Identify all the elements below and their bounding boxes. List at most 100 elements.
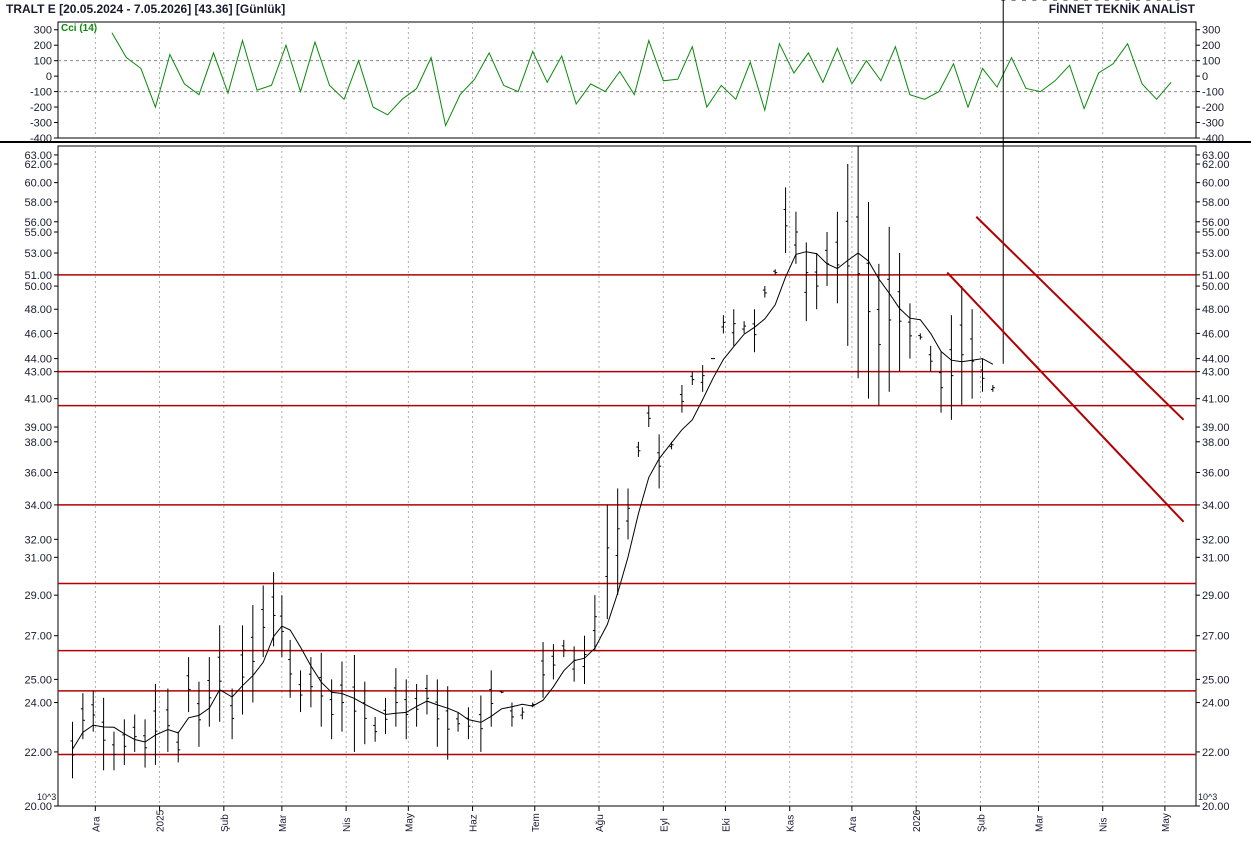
cci-tick-label-right: 300	[1202, 25, 1220, 37]
price-tick-label-right: 20.00	[1202, 801, 1230, 813]
price-tick-label-left: 63.00	[24, 150, 52, 162]
price-tick-label-right: 44.00	[1202, 354, 1230, 366]
cci-tick-label-left: 200	[34, 40, 52, 52]
cci-tick-label-left: -100	[30, 87, 52, 99]
price-tick-label-right: 39.00	[1202, 422, 1230, 434]
price-tick-label-left: 56.00	[24, 217, 52, 229]
exponent-label-left: 10^3	[37, 792, 56, 802]
x-tick-label: Haz	[469, 814, 480, 832]
price-tick-label-right: 31.00	[1202, 552, 1230, 564]
x-tick-label: 2026	[912, 809, 923, 832]
price-tick-label-left: 48.00	[24, 304, 52, 316]
cci-tick-label-left: -200	[30, 102, 52, 114]
price-tick-label-right: 50.00	[1202, 281, 1230, 293]
x-tick-label: Mar	[1034, 814, 1045, 832]
price-tick-label-right: 63.00	[1202, 150, 1230, 162]
chart-title: TRALT E [20.05.2024 - 7.05.2026] [43.36]…	[6, 2, 285, 16]
cci-tick-label-right: -300	[1202, 118, 1224, 130]
price-tick-label-right: 29.00	[1202, 590, 1230, 602]
cci-tick-label-right: 0	[1202, 71, 1208, 83]
price-tick-label-left: 20.00	[24, 801, 52, 813]
x-tick-label: Kas	[786, 815, 797, 832]
price-tick-label-left: 60.00	[24, 178, 52, 190]
price-tick-label-right: 24.00	[1202, 698, 1230, 710]
cci-tick-label-left: 100	[34, 56, 52, 68]
price-frame	[57, 145, 1197, 807]
price-tick-label-right: 38.00	[1202, 437, 1230, 449]
cci-tick-label-left: -400	[30, 133, 52, 145]
price-tick-label-right: 41.00	[1202, 394, 1230, 406]
price-tick-label-left: 62.00	[24, 159, 52, 171]
x-tick-label: Eki	[721, 818, 732, 832]
x-tick-label: May	[1161, 813, 1172, 832]
x-tick-label: Nis	[1099, 818, 1110, 832]
moving-average-line	[72, 251, 994, 750]
price-tick-label-left: 29.00	[24, 590, 52, 602]
price-tick-label-left: 32.00	[24, 534, 52, 546]
price-tick-label-right: 53.00	[1202, 248, 1230, 260]
price-tick-label-left: 44.00	[24, 354, 52, 366]
x-tick-label: Eyl	[659, 818, 670, 832]
x-tick-label: Ara	[91, 816, 102, 832]
price-tick-label-left: 41.00	[24, 394, 52, 406]
exponent-label-right: 10^3	[1198, 792, 1217, 802]
x-tick-label: Ağu	[595, 814, 606, 832]
cci-panel: 300 300 200 200 100 100 0 0 -100 -100 -200 -200 -300…	[30, 21, 1224, 145]
trend-line	[975, 216, 1185, 421]
price-tick-label-right: 46.00	[1202, 328, 1230, 340]
x-tick-label: May	[404, 813, 415, 832]
price-tick-label-left: 34.00	[24, 500, 52, 512]
price-tick-label-right: 34.00	[1202, 500, 1230, 512]
x-tick-label: Ara	[848, 816, 859, 832]
price-tick-label-right: 62.00	[1202, 159, 1230, 171]
price-tick-label-left: 36.00	[24, 467, 52, 479]
cci-tick-label-left: 0	[46, 71, 52, 83]
price-tick-label-left: 27.00	[24, 631, 52, 643]
price-tick-label-left: 25.00	[24, 674, 52, 686]
price-tick-label-right: 60.00	[1202, 178, 1230, 190]
price-tick-label-right: 58.00	[1202, 197, 1230, 209]
price-tick-label-right: 43.00	[1202, 367, 1230, 379]
price-tick-label-right: 51.00	[1202, 270, 1230, 282]
price-tick-label-left: 38.00	[24, 437, 52, 449]
price-tick-label-right: 56.00	[1202, 217, 1230, 229]
cci-tick-label-right: 100	[1202, 56, 1220, 68]
cci-tick-label-right: -200	[1202, 102, 1224, 114]
cci-tick-label-left: 300	[34, 25, 52, 37]
price-tick-label-left: 51.00	[24, 270, 52, 282]
price-tick-label-right: 55.00	[1202, 227, 1230, 239]
price-tick-label-right: 48.00	[1202, 304, 1230, 316]
price-tick-label-left: 43.00	[24, 367, 52, 379]
price-tick-label-left: 58.00	[24, 197, 52, 209]
price-tick-label-right: 36.00	[1202, 467, 1230, 479]
price-tick-label-left: 39.00	[24, 422, 52, 434]
price-tick-label-left: 50.00	[24, 281, 52, 293]
price-tick-label-left: 55.00	[24, 227, 52, 239]
brand-label: FİNNET TEKNİK ANALİST	[1049, 1, 1196, 16]
price-tick-label-right: 22.00	[1202, 747, 1230, 759]
price-tick-label-right: 32.00	[1202, 534, 1230, 546]
price-tick-label-left: 22.00	[24, 747, 52, 759]
trend-line	[946, 271, 1185, 523]
x-tick-label: Tem	[531, 813, 542, 832]
price-tick-label-left: 24.00	[24, 698, 52, 710]
price-tick-label-left: 31.00	[24, 552, 52, 564]
x-tick-label: Mar	[278, 814, 289, 832]
x-tick-label: Nis	[342, 818, 353, 832]
price-tick-label-right: 27.00	[1202, 631, 1230, 643]
x-tick-label: Şub	[976, 814, 987, 832]
x-tick-label: 2025	[156, 809, 167, 832]
cci-tick-label-right: -400	[1202, 133, 1224, 145]
cci-line	[111, 32, 1172, 128]
cci-tick-label-right: -100	[1202, 87, 1224, 99]
cci-frame	[57, 21, 1197, 139]
price-tick-label-left: 46.00	[24, 328, 52, 340]
cci-label: Cci (14)	[61, 23, 97, 34]
cci-tick-label-right: 200	[1202, 40, 1220, 52]
x-tick-label: Şub	[220, 814, 231, 832]
price-tick-label-right: 25.00	[1202, 674, 1230, 686]
cci-tick-label-left: -300	[30, 118, 52, 130]
